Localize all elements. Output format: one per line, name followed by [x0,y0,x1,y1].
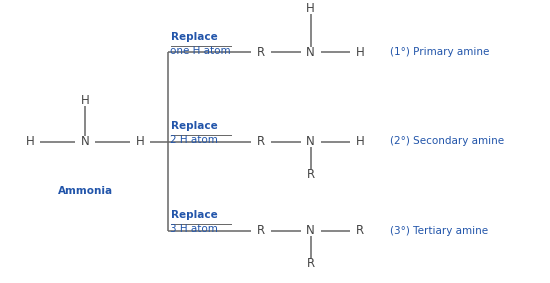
Text: R: R [257,135,265,148]
Text: (3°) Tertiary amine: (3°) Tertiary amine [390,226,488,236]
Text: Replace: Replace [170,210,217,220]
Text: H: H [136,135,145,148]
Text: Ammonia: Ammonia [58,186,113,196]
Text: H: H [26,135,35,148]
Text: 2 H atom: 2 H atom [170,135,218,145]
Text: N: N [306,46,315,59]
Text: N: N [306,135,315,148]
Text: R: R [356,224,364,237]
Text: (2°) Secondary amine: (2°) Secondary amine [390,136,505,147]
Text: one H atom: one H atom [170,46,231,56]
Text: R: R [257,224,265,237]
Text: R: R [307,168,315,181]
Text: N: N [81,135,90,148]
Text: R: R [307,257,315,270]
Text: 3 H atom: 3 H atom [170,224,218,234]
Text: H: H [81,94,90,107]
Text: H: H [306,2,315,15]
Text: Replace: Replace [170,32,217,42]
Text: R: R [257,46,265,59]
Text: Replace: Replace [170,121,217,131]
Text: N: N [306,224,315,237]
Text: H: H [356,135,365,148]
Text: (1°) Primary amine: (1°) Primary amine [390,47,490,57]
Text: H: H [356,46,365,59]
